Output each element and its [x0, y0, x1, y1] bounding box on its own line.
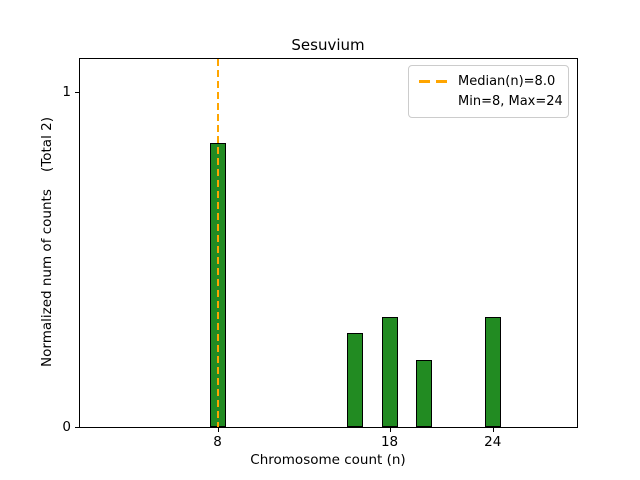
plot-area: [79, 58, 578, 428]
legend-entry-median: Median(n)=8.0: [416, 71, 561, 91]
chart-title: Sesuvium: [291, 36, 365, 54]
legend-label-minmax: Min=8, Max=24: [458, 93, 563, 109]
bar-n20: [415, 360, 432, 427]
x-axis-label: Chromosome count (n): [250, 452, 406, 468]
x-tick-mark: [217, 428, 219, 432]
bar-n24: [484, 316, 501, 427]
dashed-line-icon: [419, 79, 447, 83]
y-axis-label: Normalized num of counts (Total 2): [39, 117, 55, 367]
x-tick-mark: [389, 428, 391, 432]
legend-sample-spacer: [419, 100, 447, 103]
median-line: [216, 59, 219, 427]
x-tick-label: 18: [380, 434, 399, 450]
y-tick-mark: [75, 92, 79, 94]
y-tick-label: 0: [62, 419, 71, 435]
legend-label-median: Median(n)=8.0: [458, 73, 556, 89]
y-tick-label: 1: [62, 84, 71, 101]
x-tick-label: 8: [213, 434, 222, 450]
legend-entry-minmax: Min=8, Max=24: [416, 91, 563, 111]
x-tick-mark: [492, 428, 494, 432]
bar-n16: [347, 333, 364, 427]
legend: Median(n)=8.0 Min=8, Max=24: [408, 65, 569, 118]
bar-n18: [381, 316, 398, 427]
x-tick-label: 24: [484, 434, 502, 450]
y-tick-mark: [75, 427, 79, 428]
